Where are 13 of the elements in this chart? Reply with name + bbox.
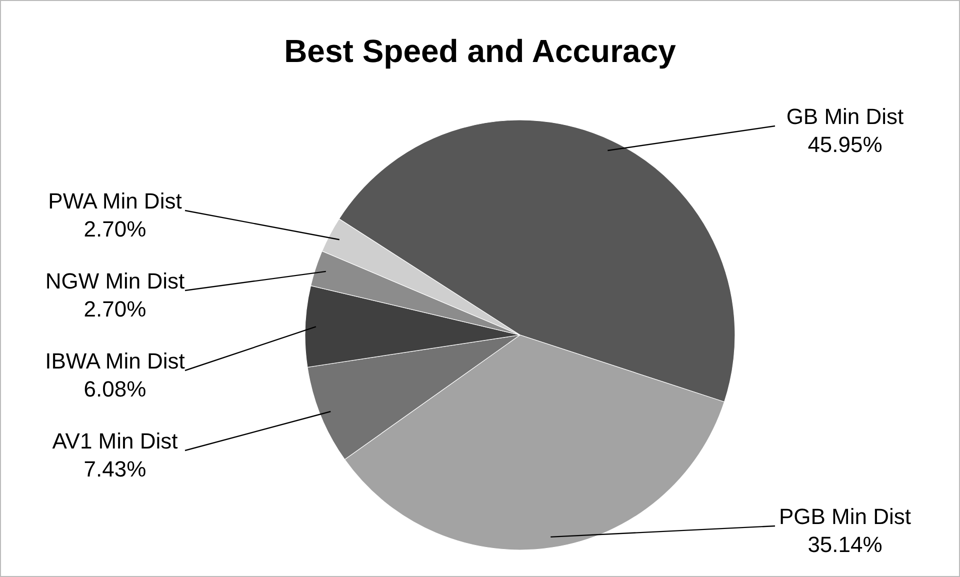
slice-label: GB Min Dist (786, 104, 904, 129)
data-label: 7.43% (84, 456, 146, 482)
slice-label: AV1 Min Dist (52, 428, 178, 454)
data-label: 6.08% (84, 376, 146, 402)
data-label: 45.95% (808, 132, 882, 157)
data-label: 2.70% (84, 296, 146, 322)
data-label: 2.70% (84, 216, 146, 242)
chart-title: Best Speed and Accuracy (284, 33, 676, 69)
slice-label: PWA Min Dist (48, 188, 182, 214)
slice-label: PGB Min Dist (778, 504, 912, 529)
slice-label: NGW Min Dist (45, 268, 185, 294)
data-label: 35.14% (808, 532, 882, 557)
slice-label: IBWA Min Dist (45, 348, 185, 374)
